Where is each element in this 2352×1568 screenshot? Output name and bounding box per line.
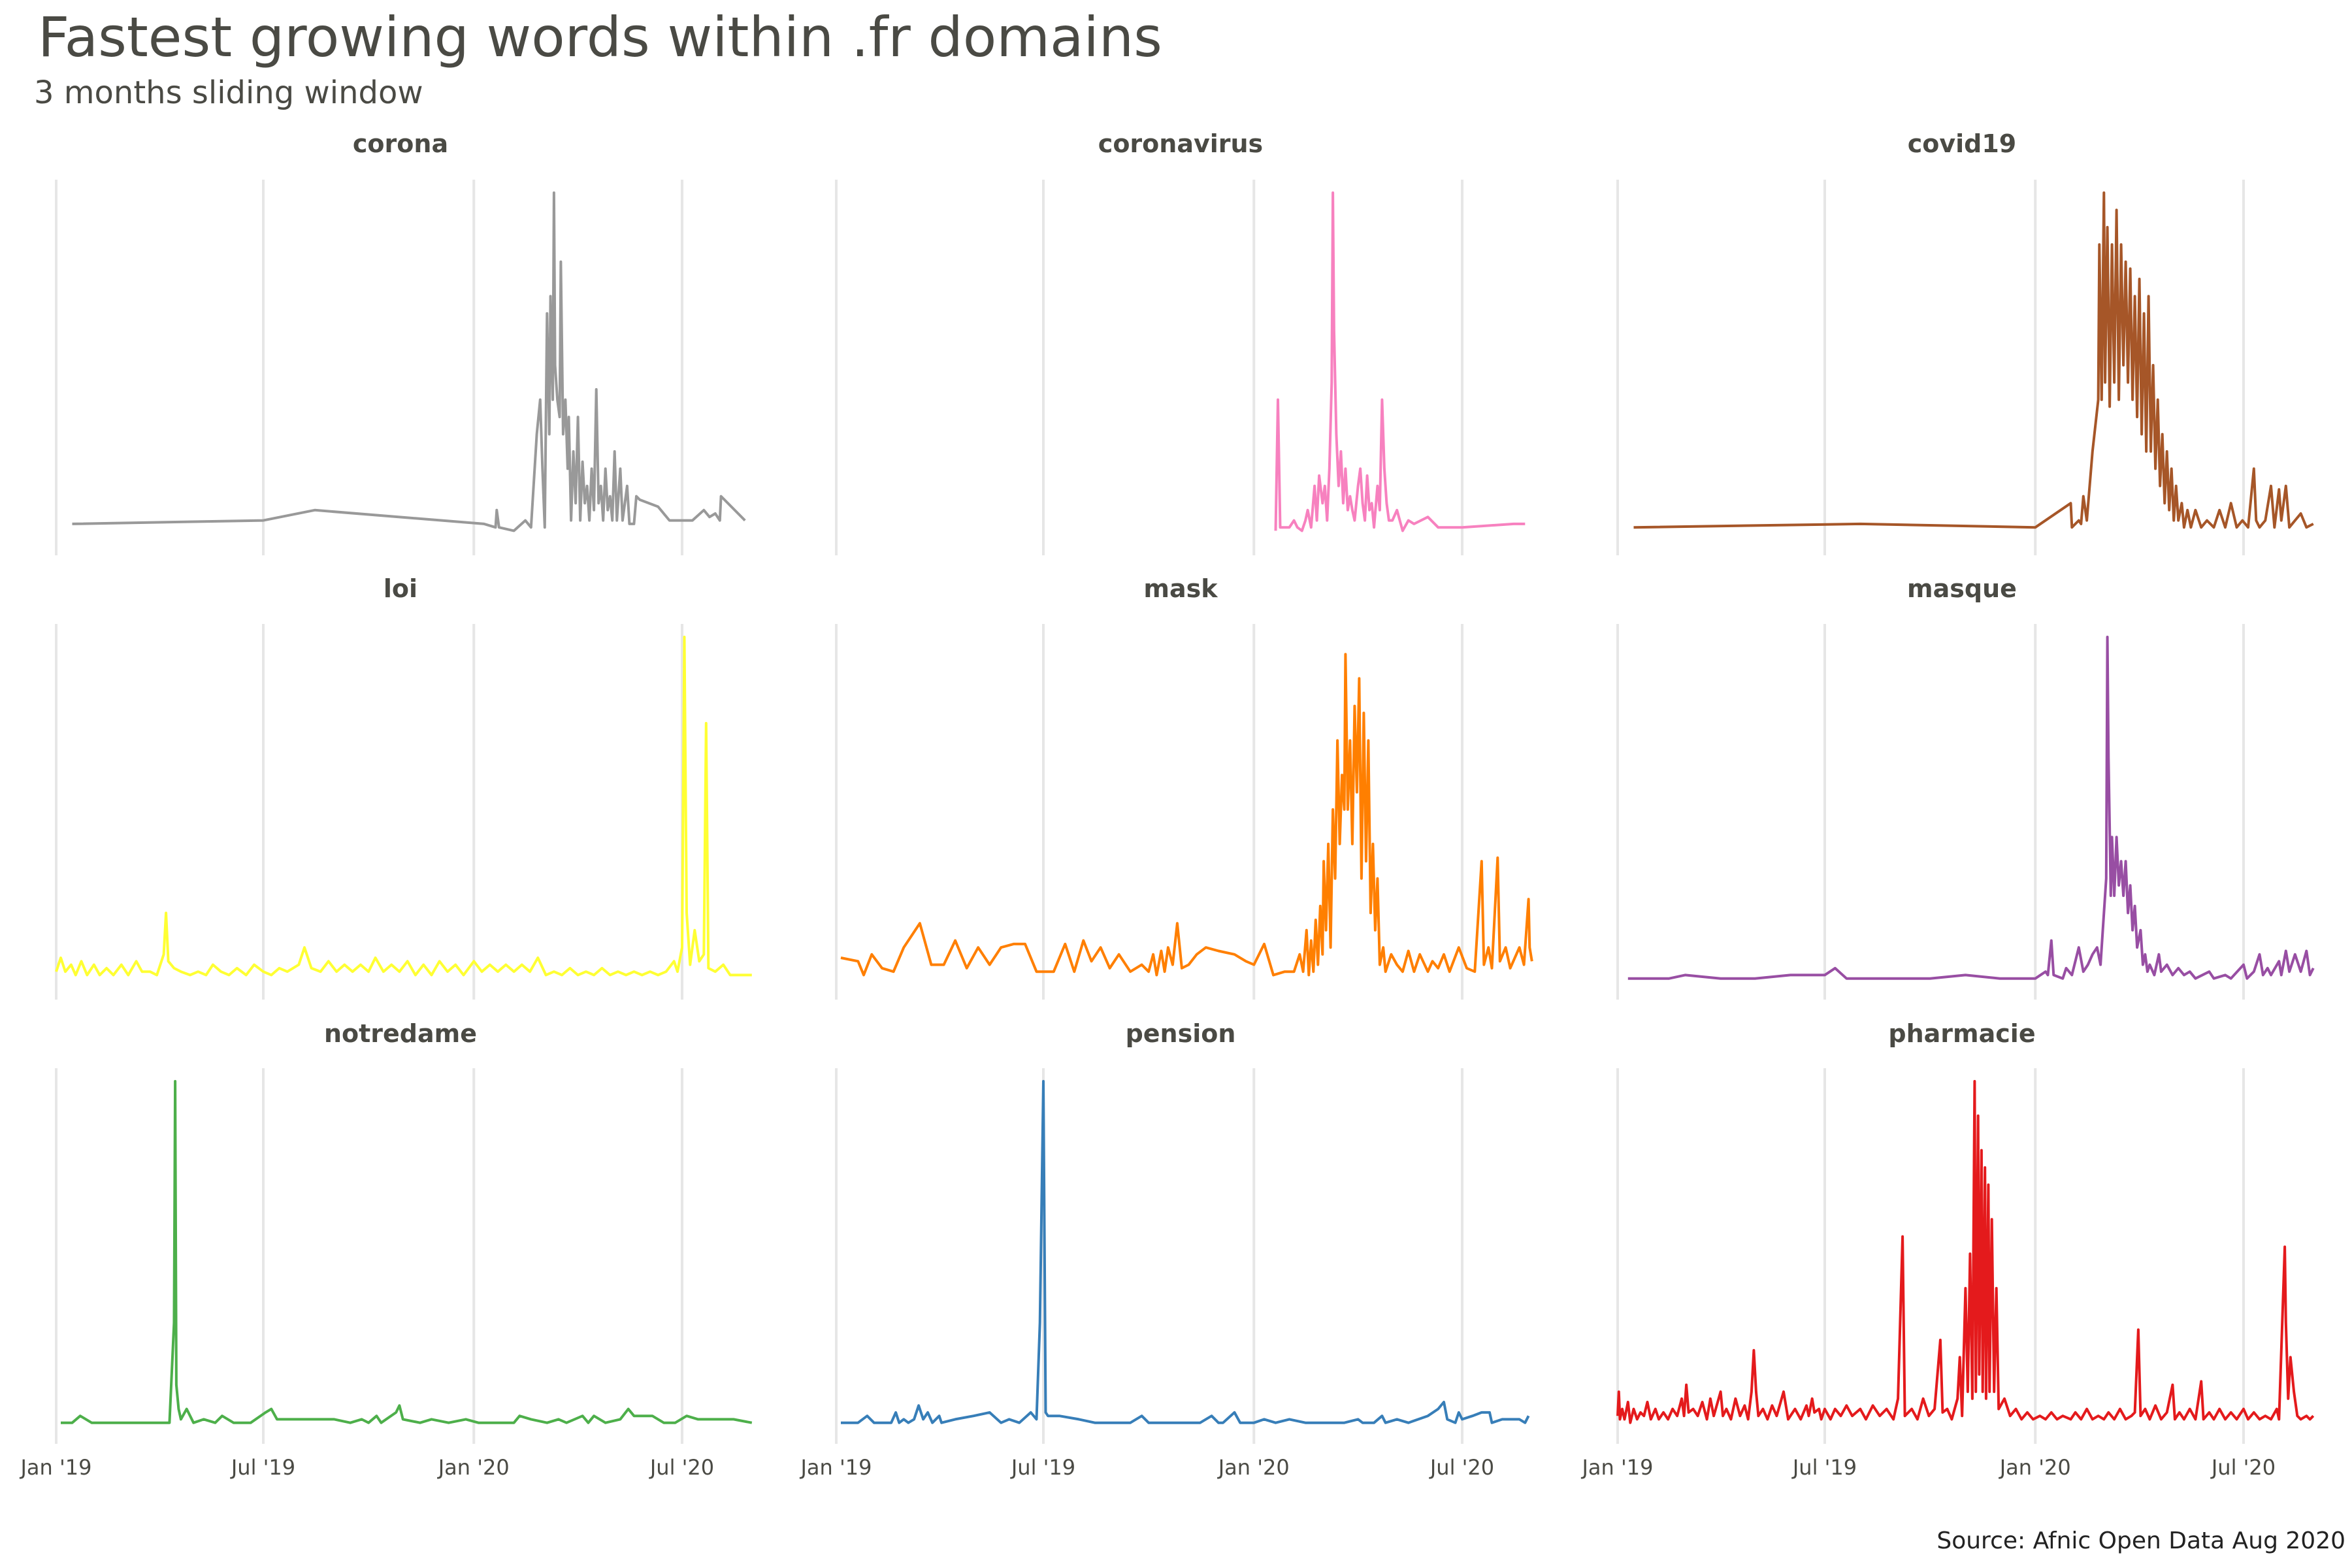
x-tick-label: Jan '19 <box>799 1455 872 1480</box>
facet-title-masque: masque <box>1907 574 2017 603</box>
facet-panel-pharmacie: pharmacie Jan '19 Jul '19 Jan '20 Jul '20 <box>1580 1019 2315 1480</box>
x-tick-label: Jan '20 <box>1217 1455 1290 1480</box>
facet-panel-loi: loi <box>55 574 752 1000</box>
facet-panel-mask: mask <box>835 574 1533 1000</box>
series-line-corona <box>72 191 746 532</box>
series-line-pharmacie <box>1616 1080 2315 1424</box>
x-tick-label: Jul '19 <box>1010 1455 1075 1480</box>
facet-title-pension: pension <box>1126 1019 1236 1048</box>
chart-title: Fastest growing words within .fr domains <box>38 5 1162 69</box>
facet-title-coronavirus: coronavirus <box>1098 129 1263 158</box>
x-tick-label: Jan '19 <box>19 1455 91 1480</box>
facet-title-mask: mask <box>1143 574 1218 603</box>
facet-panel-pension: pension Jan '19 Jul '19 Jan '20 Jul '20 <box>799 1019 1530 1480</box>
facet-panel-covid19: covid19 <box>1616 129 2314 555</box>
x-tick-label: Jan '20 <box>1999 1455 2071 1480</box>
x-tick-label: Jul '20 <box>1429 1455 1494 1480</box>
x-tick-label: Jul '20 <box>649 1455 714 1480</box>
facet-panel-coronavirus: coronavirus <box>835 129 1526 555</box>
facet-panel-corona: corona <box>55 129 746 555</box>
chart-caption: Source: Afnic Open Data Aug 2020 <box>1936 1527 2345 1554</box>
x-tick-label: Jan '20 <box>437 1455 510 1480</box>
facet-panel-notredame: notredame Jan '19 Jul '19 Jan '20 Jul '20 <box>19 1019 753 1480</box>
series-line-masque <box>1627 636 2315 980</box>
series-line-pension <box>841 1080 1530 1424</box>
series-line-covid19 <box>1633 191 2314 529</box>
series-line-loi <box>55 636 752 977</box>
facet-title-loi: loi <box>384 574 417 603</box>
facet-panel-masque: masque <box>1616 574 2315 1000</box>
facet-title-corona: corona <box>353 129 448 158</box>
x-tick-label: Jul '19 <box>1791 1455 1857 1480</box>
chart-subtitle: 3 months sliding window <box>34 74 423 111</box>
facet-title-notredame: notredame <box>324 1019 477 1048</box>
facet-title-covid19: covid19 <box>1908 129 2017 158</box>
facet-title-pharmacie: pharmacie <box>1888 1019 2035 1048</box>
x-tick-label: Jul '19 <box>230 1455 295 1480</box>
x-tick-label: Jul '20 <box>2210 1455 2276 1480</box>
x-tick-label: Jan '19 <box>1580 1455 1653 1480</box>
series-line-mask <box>840 653 1533 977</box>
series-line-notredame <box>61 1080 753 1424</box>
series-line-coronavirus <box>1274 191 1526 532</box>
